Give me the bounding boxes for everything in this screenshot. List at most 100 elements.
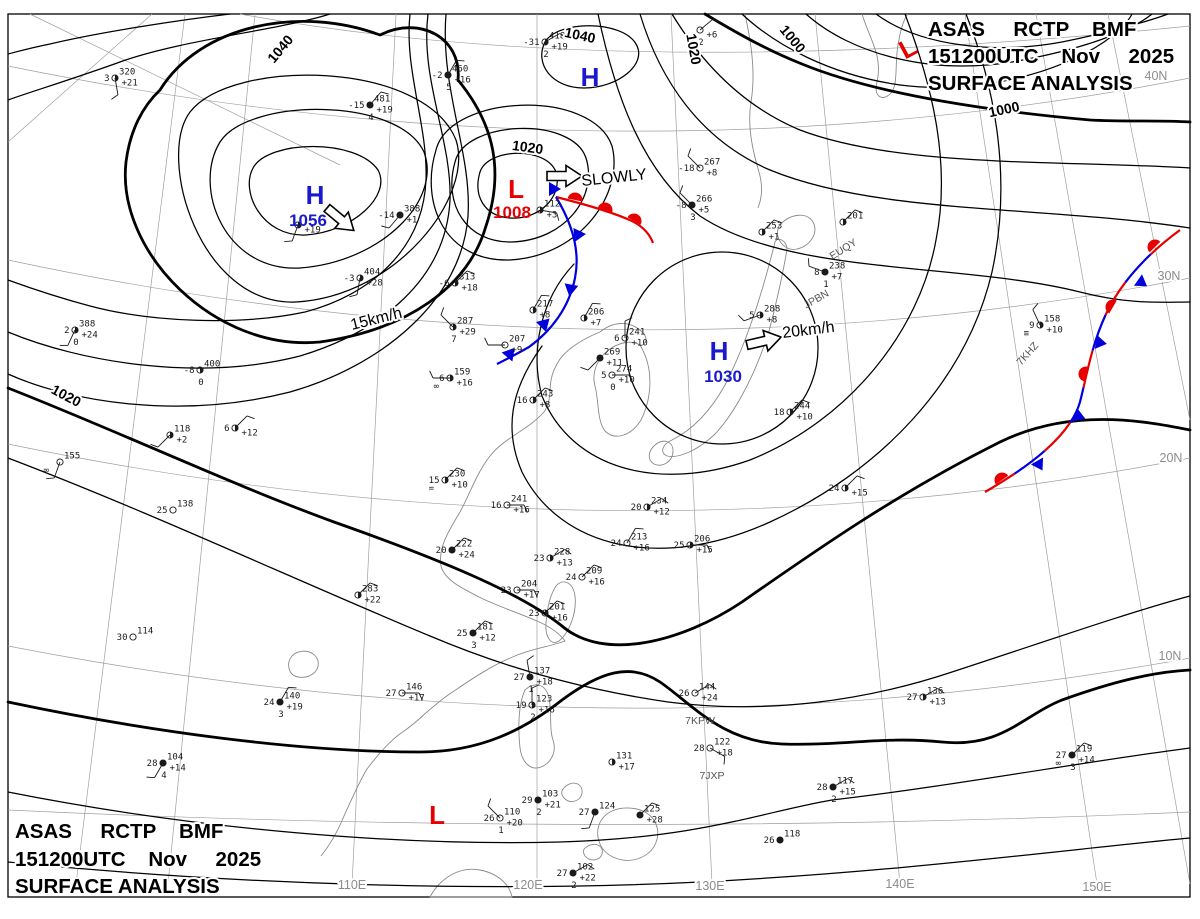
station-tendency: +15 [840,788,856,798]
motion-arrow [745,329,783,353]
station-extra: 0 [73,338,78,348]
graticule [7,13,1191,885]
station-temperature: -8 [676,201,687,211]
station-temperature: 25 [674,541,685,551]
station-tendency: +24 [702,694,718,704]
graticule-label: 130E [695,879,724,893]
cloud-cover-half-icon [845,484,849,492]
graticule-label: 20N [1160,451,1183,465]
wind-barb-tick-icon [369,582,378,587]
wind-barb-tick-icon [1032,303,1039,310]
station-tendency: +10 [797,413,813,423]
station-tendency: +24 [459,551,475,561]
wind-barb-tick-icon [712,18,721,23]
wind-barb-icon [157,434,171,448]
title-block-top-right: ASAS RCTP BMF 151200UTC Nov 2025 SURFACE… [926,16,1176,97]
station-temperature: 5 [749,311,754,321]
cloud-cover-half-icon [545,609,549,617]
wind-barb-tick-icon [429,370,434,379]
station-pressure: 209 [586,567,602,577]
station-circle-icon [356,274,364,282]
station-circle-icon [829,783,837,791]
station-temperature: 20 [631,503,642,513]
station-circle-icon [159,759,167,767]
station-plot: 234 20 +12 [631,497,670,518]
station-plot: 222 20 +24 [436,537,475,561]
station-plot: 253+1 [758,219,782,243]
station-plot: 119 27 +14 3 ∞ [1056,742,1095,773]
station-temperature: 26 [679,689,690,699]
station-pressure: 158 [1044,315,1060,325]
station-plot: 274 5 +10 0 [601,365,635,394]
wind-barb-tick-icon [1083,742,1092,747]
wind-barb-tick-icon [687,148,692,157]
wind-barb-tick-icon [587,864,595,870]
station-pressure: 204 [521,580,537,590]
wind-barb-tick-icon [593,564,602,569]
title-line-3: SURFACE ANALYSIS [928,72,1133,95]
wind-barb-tick-icon [440,307,445,316]
cloud-cover-half-icon [923,693,927,701]
station-pressure: 181 [477,623,493,633]
station-pressure: 103 [542,790,558,800]
station-pressure: 243 [537,390,553,400]
cloud-cover-half-icon [690,541,694,549]
station-tendency: +13 [930,698,946,708]
cloud-cover-half-icon [533,306,537,314]
station-plot: 243 16 +8 [517,387,553,411]
cloud-cover-half-icon [360,274,364,282]
wind-barb-tick-icon [807,258,810,267]
title-block-bottom-left: ASAS RCTP BMF 151200UTC Nov 2025 SURFACE… [13,818,263,900]
wind-barb-tick-icon [564,549,572,555]
station-extra: 1 [528,685,533,695]
station-tendency: +21 [545,801,561,811]
station-pressure: 159 [454,368,470,378]
wind-barb-tick-icon [580,366,589,371]
station-plot: 104 28 +14 4 [146,753,186,781]
station-circle-icon [526,673,534,681]
station-tendency: +17 [524,591,540,601]
cloud-cover-half-icon [762,228,766,236]
station-plot: 118+2 [150,425,190,448]
station-plot: 118 26 [764,830,801,847]
low-symbol: L [508,174,524,204]
cloud-cover-half-icon [453,323,457,331]
station-plot: 460 -2 +16 5 [432,59,471,93]
station-tendency: +10 [632,339,648,349]
station-pressure: 123 [536,695,552,705]
station-tendency: +8 [540,311,551,321]
station-temperature: 27 [579,808,590,818]
station-plot: 117 28 +15 2 [817,777,856,806]
station-circle-icon [451,279,459,287]
station-tendency: +10 [619,376,635,386]
station-temperature: -14 [378,211,394,221]
station-plot: 481 -15 +19 4 [348,91,393,123]
station-tendency: +1 [769,233,780,243]
station-circle-icon [696,26,704,34]
wind-barb-tick-icon [559,33,567,39]
station-circle-icon [366,101,374,109]
station-temperature: 24 [566,573,577,583]
title-line-1: ASAS RCTP BMF [15,820,223,843]
cloud-cover-half-icon [115,74,119,82]
station-circle-icon [446,374,454,382]
station-circle-icon [396,211,404,219]
station-tendency: +10 [1047,326,1063,336]
wind-barb-tick-icon [544,387,553,392]
station-extra: 0 [610,383,615,393]
station-circle-icon [569,869,577,877]
cold-front [496,182,586,365]
station-temperature: 28 [147,759,158,769]
wind-barb-tick-icon [146,776,155,779]
station-plot: 241 6 +10 [614,317,648,349]
cloud-cover-half-icon [455,279,459,287]
high-symbol: H [581,62,600,92]
station-plot: 144 26 +24 [679,683,718,704]
station-pressure: 388 [404,205,420,215]
station-plot: 140 24 +19 3 [264,686,303,720]
station-pressure: 146 [406,683,422,693]
station-pressure: 118 [784,830,800,840]
station-pressure: 288 [764,305,780,315]
station-weather: = [429,484,435,494]
